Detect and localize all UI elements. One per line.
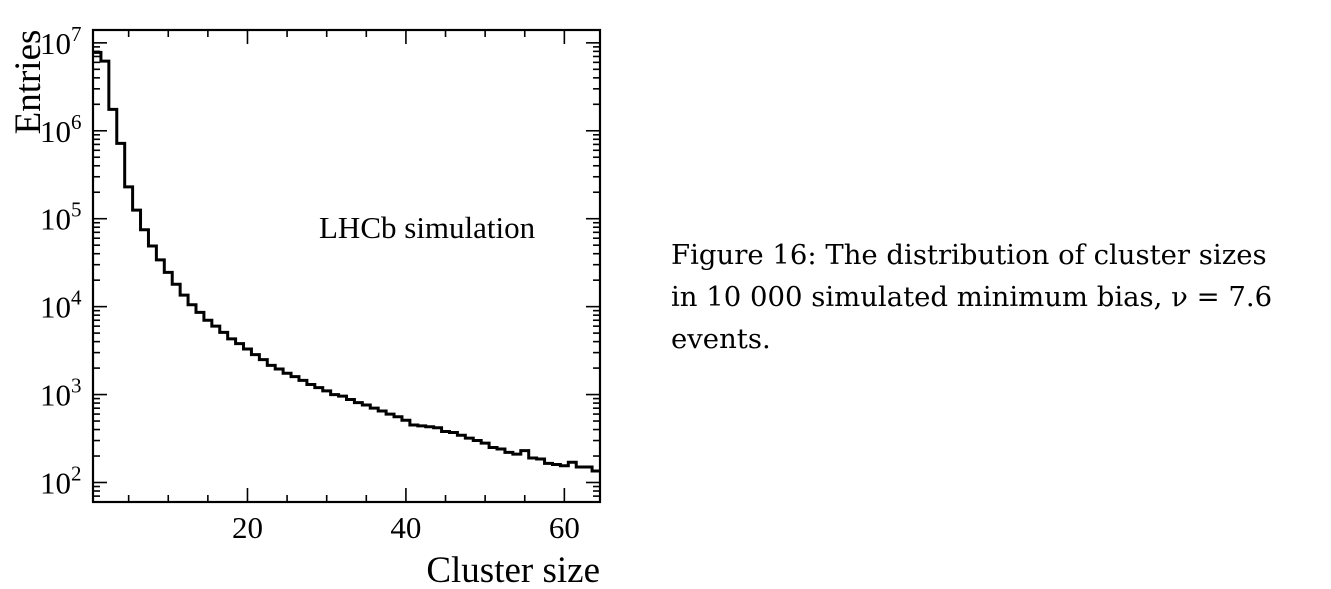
y-tick-label: 104 [40,286,82,325]
y-tick-label: 106 [40,110,82,149]
x-tick-label: 20 [232,510,263,545]
y-tick-label: 105 [40,198,82,237]
caption-line-3: events. [671,323,771,355]
x-tick-label: 40 [390,510,421,545]
x-tick-labels: 20 40 60 [232,510,580,545]
y-tick-label: 107 [40,22,82,61]
histogram-series-line [93,50,600,473]
y-axis-label: Entries [8,30,49,135]
y-tick-label: 102 [40,461,82,500]
y-tick-label: 103 [40,374,82,413]
plot-frame [91,28,602,504]
caption-line-1: Figure 16: The distribution of cluster s… [671,239,1267,271]
caption-line-2: in 10 000 simulated minimum bias, ν = 7.… [671,281,1273,313]
x-axis-label: Cluster size [426,550,600,589]
chart-annotation: LHCb simulation [319,210,536,245]
figure-caption: Figure 16: The distribution of cluster s… [671,234,1321,360]
histogram-chart: 20 40 60 102 103 104 105 106 107 LHCb simulatio… [8,22,602,589]
axis-ticks [93,30,600,503]
x-tick-label: 60 [549,510,580,545]
y-tick-labels: 102 103 104 105 106 107 [40,22,82,501]
